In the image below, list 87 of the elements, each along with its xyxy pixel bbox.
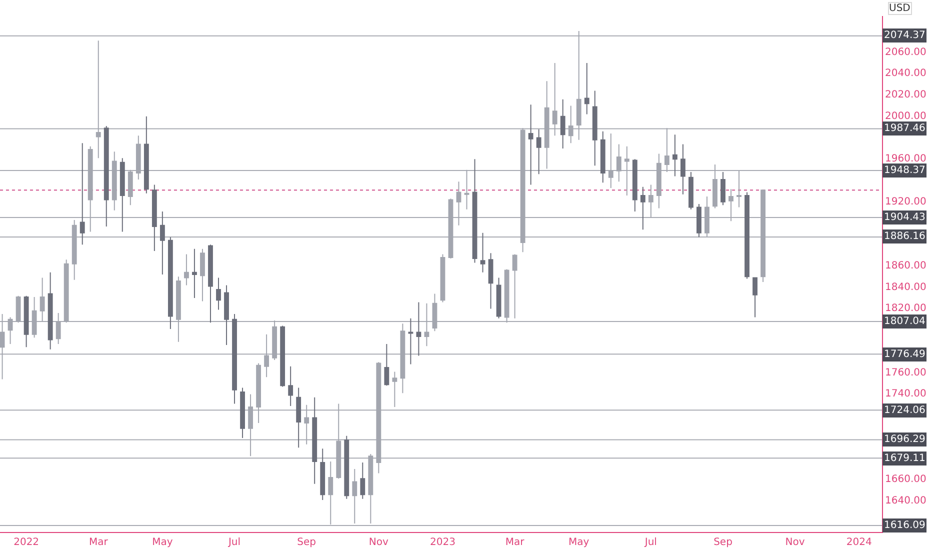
y-tick-label: 1840.00 xyxy=(885,282,926,293)
x-tick-label: May xyxy=(568,537,590,548)
candlestick xyxy=(144,116,149,194)
y-tick-label: 2000.00 xyxy=(885,110,926,122)
y-tick-label: 1740.00 xyxy=(885,388,926,400)
x-tick-label: 2022 xyxy=(14,537,40,548)
x-tick-label: Mar xyxy=(88,537,109,548)
x-tick-label: Nov xyxy=(785,537,805,548)
candlestick xyxy=(192,248,197,299)
candlestick xyxy=(240,387,245,438)
candlestick xyxy=(584,62,590,115)
x-tick-label: Sep xyxy=(714,537,732,548)
candlestick xyxy=(24,295,29,348)
ref-line-label: 1886.16 xyxy=(884,231,926,242)
ref-line-label: 1679.11 xyxy=(884,453,926,464)
candlestick xyxy=(160,211,165,276)
candlestick xyxy=(392,371,398,408)
ref-line-label: 1616.09 xyxy=(884,520,926,531)
candlestick xyxy=(536,128,542,175)
candlestick xyxy=(592,90,598,166)
candlestick xyxy=(512,254,518,319)
candlestick xyxy=(296,387,302,448)
y-tick-label: 1660.00 xyxy=(885,474,926,486)
candlestick xyxy=(688,171,694,210)
candlestick xyxy=(744,192,750,280)
candlestick xyxy=(480,232,486,273)
candlestick xyxy=(152,184,157,252)
y-tick-label: 1960.00 xyxy=(885,154,926,165)
y-tick-label: 1760.00 xyxy=(885,367,926,378)
x-tick-label: Nov xyxy=(368,537,388,548)
candlestick xyxy=(344,435,350,500)
ref-line-label: 1696.29 xyxy=(884,434,926,445)
text: USD xyxy=(889,3,911,14)
ref-line-label: 1904.43 xyxy=(884,212,926,223)
ref-line-label: 1724.06 xyxy=(884,405,926,416)
candlestick xyxy=(216,277,221,310)
ref-line-label: 1776.49 xyxy=(884,349,926,360)
candlestick xyxy=(360,462,366,500)
candlestick xyxy=(696,204,702,238)
candlestick xyxy=(384,343,390,386)
candlestick xyxy=(280,325,286,388)
candlestick xyxy=(752,277,758,318)
candlestick xyxy=(496,277,502,319)
candlestick xyxy=(288,366,294,406)
y-tick-label: 1820.00 xyxy=(885,303,926,314)
candlestick xyxy=(80,142,85,246)
candlestick xyxy=(632,158,638,212)
candlestick xyxy=(640,186,646,230)
candlestick xyxy=(168,236,173,330)
candlestick xyxy=(440,254,446,303)
candlestick xyxy=(320,448,326,500)
y-tick-label: 1920.00 xyxy=(885,196,926,208)
candlestick xyxy=(224,284,229,346)
candlestick xyxy=(184,254,189,286)
x-tick-label: 2024 xyxy=(846,537,872,548)
candlestick xyxy=(104,126,109,227)
y-tick-label: 2060.00 xyxy=(885,46,926,58)
candlestick xyxy=(232,314,237,404)
x-tick-label: Jul xyxy=(227,537,241,548)
candlestick xyxy=(720,171,726,206)
candlestick xyxy=(600,130,606,184)
candlestick xyxy=(488,252,494,310)
ref-line-label: 1987.46 xyxy=(884,123,926,134)
x-tick-label: Mar xyxy=(505,537,526,548)
x-tick-label: May xyxy=(152,537,173,548)
candlestick xyxy=(560,98,566,149)
ref-line-label: 1807.04 xyxy=(884,316,926,327)
candlestick xyxy=(48,272,53,350)
y-tick-label: 1860.00 xyxy=(885,260,926,272)
candlestick xyxy=(528,104,534,186)
candlestick xyxy=(472,158,478,264)
ref-line-label: 2074.37 xyxy=(884,30,926,41)
candlestick xyxy=(680,144,686,195)
candlestick xyxy=(408,318,414,365)
ref-line-label: 1948.37 xyxy=(884,165,926,176)
y-tick-label: 2040.00 xyxy=(885,68,926,80)
candlestick xyxy=(200,248,205,302)
x-tick-label: Sep xyxy=(297,537,316,548)
x-tick-label: Jul xyxy=(644,537,657,548)
y-tick-label: 2020.00 xyxy=(885,89,926,100)
candlestick xyxy=(208,244,213,324)
candlestick xyxy=(672,134,678,177)
x-tick-label: 2023 xyxy=(430,537,456,548)
candlestick xyxy=(120,158,125,232)
y-tick-label: 1640.00 xyxy=(885,495,926,506)
candlestick xyxy=(416,302,422,356)
candlestick xyxy=(312,396,318,484)
